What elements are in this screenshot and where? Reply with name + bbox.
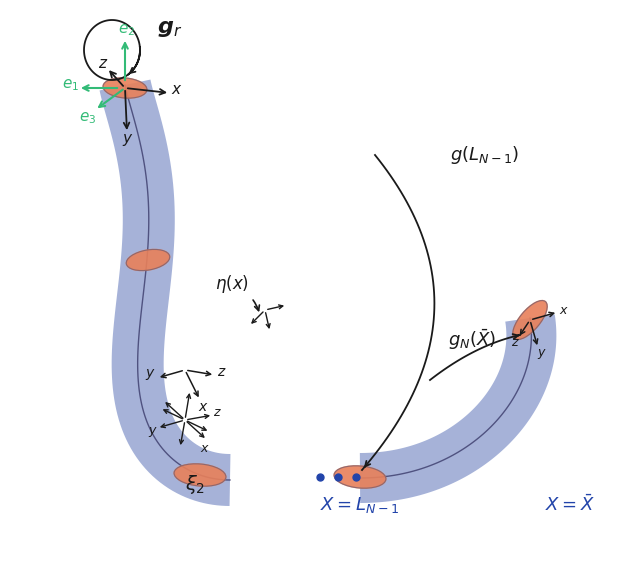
Text: $y$: $y$ [145,368,156,382]
Polygon shape [360,314,556,503]
Text: $g_N(\bar{X})$: $g_N(\bar{X})$ [448,328,496,352]
Text: $x$: $x$ [198,400,209,414]
Polygon shape [100,79,230,506]
Text: $e_1$: $e_1$ [63,77,79,93]
Text: $X = L_{N-1}$: $X = L_{N-1}$ [321,495,399,515]
Text: $X{=}\bar{X}$: $X{=}\bar{X}$ [545,495,595,515]
Ellipse shape [103,78,147,98]
Text: $x$: $x$ [200,441,210,454]
Ellipse shape [513,301,547,339]
Ellipse shape [174,464,226,486]
Text: $g(L_{N-1})$: $g(L_{N-1})$ [450,144,519,166]
Ellipse shape [126,249,170,271]
Text: $z$: $z$ [217,365,227,379]
Text: $x$: $x$ [172,83,183,97]
Text: $z$: $z$ [511,336,520,348]
Text: $\eta(x)$: $\eta(x)$ [215,273,259,311]
Text: $e_2$: $e_2$ [118,22,136,38]
Text: $e_3$: $e_3$ [79,110,97,126]
Text: $y$: $y$ [537,347,547,361]
Text: $z$: $z$ [98,56,108,70]
Text: $\boldsymbol{g}_r$: $\boldsymbol{g}_r$ [157,17,182,39]
Text: $\xi_2$: $\xi_2$ [185,473,205,497]
Text: $x$: $x$ [559,303,569,316]
Ellipse shape [334,466,386,488]
Text: $y$: $y$ [122,132,134,148]
Text: $z$: $z$ [212,405,221,418]
Text: $y$: $y$ [148,425,158,439]
